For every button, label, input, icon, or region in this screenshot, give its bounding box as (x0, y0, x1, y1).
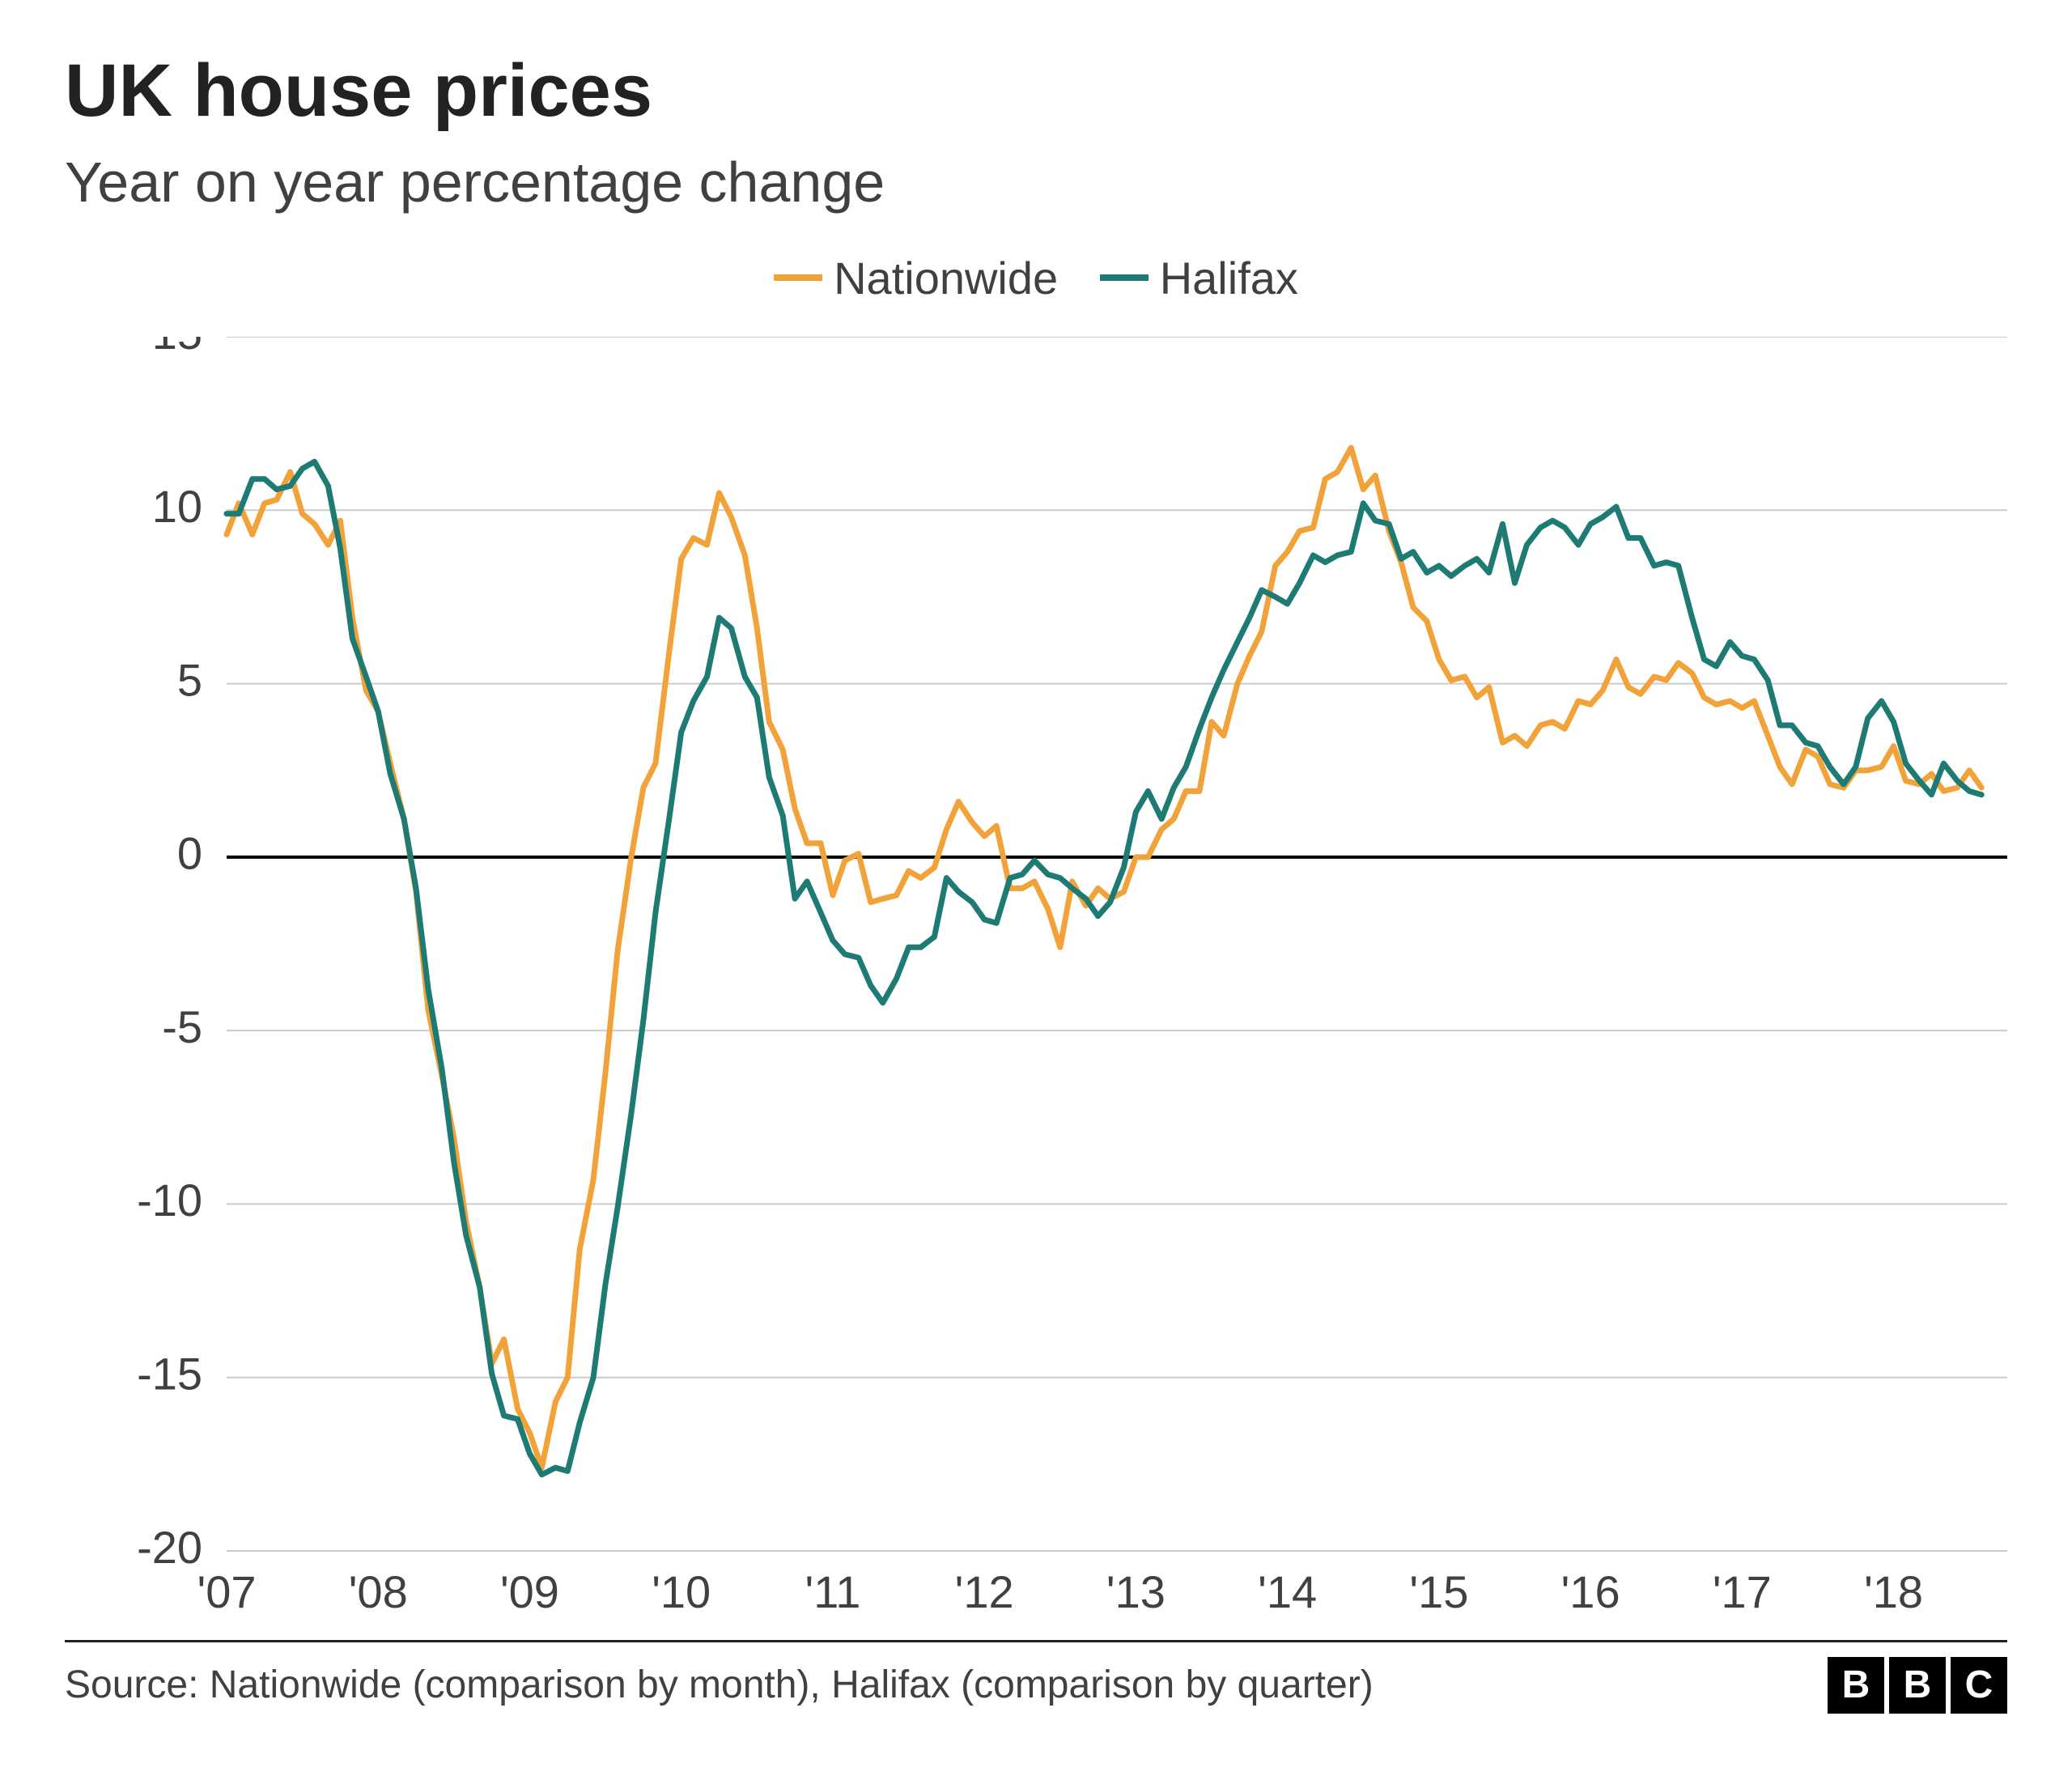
svg-text:'11: '11 (805, 1566, 861, 1617)
svg-text:'14: '14 (1258, 1566, 1317, 1617)
bbc-logo-b2: B (1889, 1657, 1946, 1714)
svg-text:0: 0 (177, 827, 202, 878)
legend-item-halifax: Halifax (1100, 252, 1298, 304)
bbc-logo-c: C (1951, 1657, 2007, 1714)
svg-text:15: 15 (152, 337, 202, 359)
bbc-logo-b1: B (1828, 1657, 1884, 1714)
svg-text:'17: '17 (1713, 1566, 1772, 1617)
legend-item-nationwide: Nationwide (774, 252, 1058, 304)
chart-card: UK house prices Year on year percentage … (0, 0, 2072, 1780)
svg-text:'10: '10 (652, 1566, 711, 1617)
svg-text:5: 5 (177, 654, 202, 705)
svg-text:'08: '08 (349, 1566, 408, 1617)
svg-text:'07: '07 (197, 1566, 257, 1617)
chart-plot-area: -20 -15 -10 -5 0 5 10 15 '07 '08 '09 '10 '11 '12 '13 '1… (65, 337, 2007, 1624)
legend-swatch (774, 274, 822, 281)
chart-title: UK house prices (65, 49, 2007, 134)
source-text: Source: Nationwide (comparison by month)… (65, 1663, 1374, 1707)
chart-legend: Nationwide Halifax (65, 239, 2007, 304)
svg-text:10: 10 (152, 481, 202, 532)
svg-text:'13: '13 (1106, 1566, 1166, 1617)
svg-text:-10: -10 (137, 1175, 202, 1226)
chart-footer: Source: Nationwide (comparison by month)… (65, 1640, 2007, 1714)
svg-text:'12: '12 (955, 1566, 1014, 1617)
svg-text:'18: '18 (1864, 1566, 1923, 1617)
bbc-logo: B B C (1828, 1657, 2007, 1714)
legend-label: Nationwide (834, 252, 1058, 304)
chart-subtitle: Year on year percentage change (65, 150, 2007, 215)
svg-text:'16: '16 (1561, 1566, 1620, 1617)
svg-text:'15: '15 (1409, 1566, 1468, 1617)
svg-text:-5: -5 (162, 1000, 202, 1051)
line-chart-svg: -20 -15 -10 -5 0 5 10 15 '07 '08 '09 '10 '11 '12 '13 '1… (65, 337, 2040, 1624)
series-halifax (227, 461, 1981, 1474)
svg-text:-20: -20 (137, 1521, 202, 1572)
series-nationwide (227, 448, 1981, 1468)
legend-label: Halifax (1160, 252, 1298, 304)
legend-swatch (1100, 274, 1149, 281)
svg-text:-15: -15 (137, 1348, 202, 1399)
svg-text:'09: '09 (500, 1566, 559, 1617)
